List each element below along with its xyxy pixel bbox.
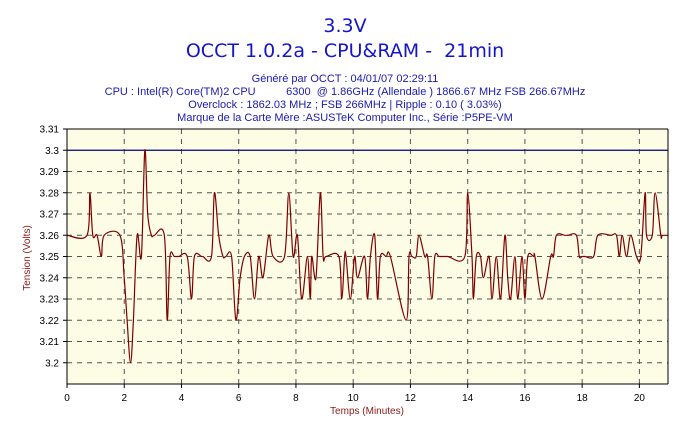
x-tick-label: 12 <box>405 393 417 404</box>
chart-subtitle: OCCT 1.0.2a - CPU&RAM - 21min <box>185 40 505 62</box>
y-tick-label: 3.28 <box>40 188 60 199</box>
y-tick-label: 3.2 <box>45 358 59 369</box>
y-tick-label: 3.29 <box>40 167 60 178</box>
y-tick-label: 3.23 <box>40 295 60 306</box>
x-tick-label: 2 <box>121 393 127 404</box>
y-tick-label: 3.22 <box>40 316 60 327</box>
y-tick-label: 3.24 <box>40 273 60 284</box>
y-tick-label: 3.26 <box>40 231 60 242</box>
series-group <box>66 149 668 364</box>
y-tick-label: 3.27 <box>40 210 60 221</box>
y-tick-label: 3.3 <box>45 146 59 157</box>
info-line-motherboard: Marque de la Carte Mère :ASUSTeK Compute… <box>177 112 513 124</box>
info-line-overclock: Overclock : 1862.03 MHz ; FSB 266MHz | R… <box>188 99 502 111</box>
info-line-generated: Généré par OCCT : 04/01/07 02:29:11 <box>251 73 439 85</box>
x-tick-label: 10 <box>348 393 360 404</box>
y-axis-label: Tension (Volts) <box>22 225 33 291</box>
x-tick-label: 4 <box>179 393 185 404</box>
x-tick-label: 18 <box>577 393 589 404</box>
x-tick-label: 16 <box>519 393 531 404</box>
x-tick-label: 8 <box>293 393 299 404</box>
tick-labels: 3.313.33.293.283.273.263.253.243.233.223… <box>40 125 646 405</box>
x-tick-label: 14 <box>462 393 474 404</box>
x-tick-label: 6 <box>236 393 242 404</box>
y-tick-label: 3.25 <box>40 252 60 263</box>
axes <box>63 128 669 388</box>
x-tick-label: 20 <box>634 393 646 404</box>
chart-title: 3.3V <box>323 15 367 37</box>
info-line-cpu: CPU : Intel(R) Core(TM)2 CPU 6300 @ 1.86… <box>104 86 586 98</box>
x-axis-label: Temps (Minutes) <box>330 406 404 417</box>
y-tick-label: 3.31 <box>40 125 60 136</box>
x-tick-label: 0 <box>64 393 70 404</box>
series-line-voltage <box>66 149 668 364</box>
y-tick-label: 3.21 <box>40 337 60 348</box>
